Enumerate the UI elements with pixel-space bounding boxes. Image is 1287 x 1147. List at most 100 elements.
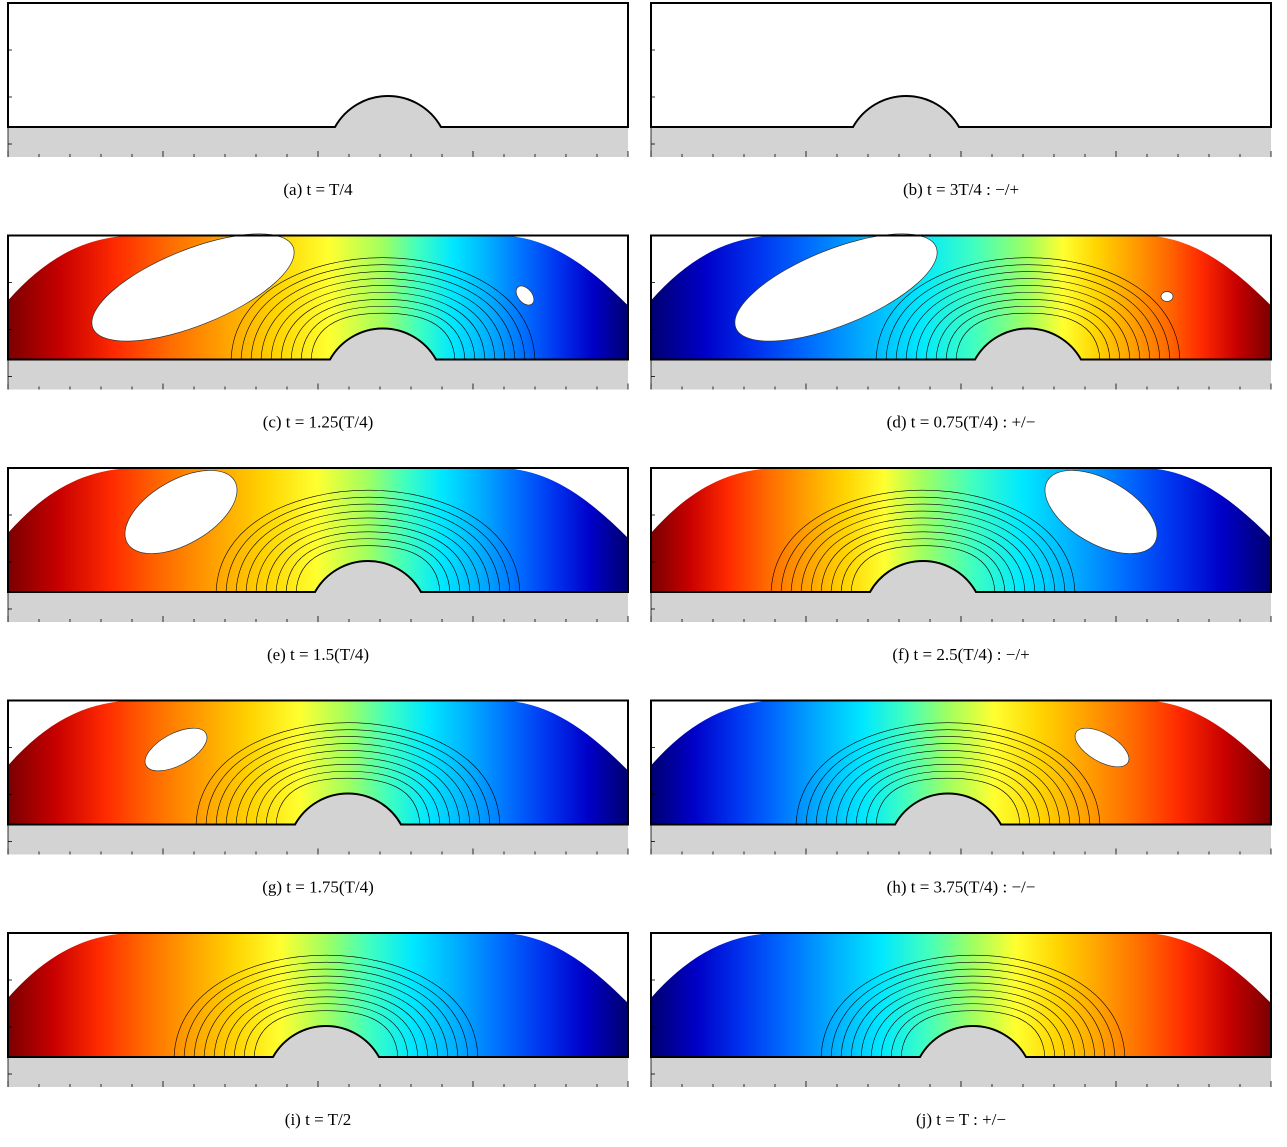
contour-line (850, 975, 1096, 1057)
contour-line (850, 545, 996, 592)
panel: (f) t = 2.5(T/4) : −/+ (650, 467, 1272, 664)
hole (734, 233, 938, 342)
bump (895, 793, 1001, 825)
contour-line (855, 764, 1041, 825)
contour-line (195, 722, 501, 825)
contour-line (275, 531, 461, 592)
domain-boundary (7, 2, 629, 128)
bump (853, 95, 959, 127)
bump (335, 96, 441, 127)
domain-boundary (650, 467, 1272, 593)
caption: (h) t = 3.75(T/4) : −/− (887, 878, 1036, 897)
bump (295, 793, 401, 825)
hole (144, 727, 208, 772)
contour-line (945, 305, 1111, 360)
contour-line (905, 278, 1151, 360)
contour-line (835, 750, 1061, 825)
panel: (j) t = T : +/− (650, 932, 1272, 1129)
domain-boundary (7, 699, 629, 826)
hole (1160, 291, 1174, 302)
contour-line (875, 777, 1021, 825)
contour-line (820, 954, 1126, 1057)
contour-line (233, 996, 419, 1057)
panel: (b) t = 3T/4 : −/+ (650, 2, 1272, 199)
contour-field (651, 235, 1271, 360)
contour-line (280, 292, 486, 360)
contour-line (275, 777, 421, 825)
contour-lines (215, 489, 521, 592)
panel: (g) t = 1.75(T/4) (7, 699, 629, 897)
contour-field (8, 933, 628, 1057)
contour-field (651, 700, 1271, 825)
contour-line (840, 538, 1006, 592)
contour-line (215, 489, 521, 592)
bump (870, 561, 976, 592)
caption: (g) t = 1.75(T/4) (262, 878, 374, 897)
contour-line (915, 285, 1141, 360)
contour-line (235, 750, 461, 825)
caption: (b) t = 3T/4 : −/+ (903, 180, 1019, 199)
contour-line (925, 292, 1131, 360)
contour-line (860, 982, 1086, 1057)
domain-boundary (650, 932, 1272, 1058)
contour-line (245, 510, 491, 592)
domain-boundary (7, 234, 629, 361)
contour-line (310, 312, 456, 360)
contour-field (8, 700, 628, 825)
caption: (i) t = T/2 (285, 1110, 351, 1129)
hole (91, 233, 295, 342)
contour-line (890, 1003, 1056, 1057)
bump (315, 561, 421, 592)
contour-line (795, 722, 1101, 825)
contour-line (290, 299, 476, 360)
contour-line (830, 531, 1016, 592)
contour-line (245, 757, 451, 825)
panel: (i) t = T/2 (7, 932, 629, 1129)
domain-boundary (650, 699, 1272, 826)
bump (920, 1026, 1026, 1057)
contour-line (285, 538, 451, 592)
domain-boundary (7, 932, 629, 1058)
bump (330, 328, 436, 360)
contour-line (770, 489, 1076, 592)
panel: (d) t = 0.75(T/4) : +/− (650, 233, 1272, 432)
panel: (a) t = T/4 (7, 2, 629, 199)
contour-line (880, 996, 1066, 1057)
contour-line (870, 989, 1076, 1057)
contour-line (255, 764, 441, 825)
contour-line (825, 743, 1071, 825)
hole (515, 285, 535, 306)
domain-boundary (7, 467, 629, 593)
contour-line (203, 975, 449, 1057)
contour-line (173, 954, 479, 1057)
domain-boundary (650, 2, 1272, 128)
contour-line (845, 757, 1051, 825)
hole (1074, 727, 1130, 768)
caption: (e) t = 1.5(T/4) (267, 645, 369, 664)
contour-line (225, 743, 471, 825)
contour-line (260, 278, 506, 360)
contour-line (253, 1010, 399, 1057)
contour-line (810, 517, 1036, 592)
contour-line (255, 517, 481, 592)
hole (1044, 470, 1158, 554)
caption: (j) t = T : +/− (916, 1110, 1006, 1129)
caption: (a) t = T/4 (283, 180, 353, 199)
panel: (c) t = 1.25(T/4) (7, 233, 629, 432)
contour-line (230, 257, 536, 360)
contour-line (900, 1010, 1046, 1057)
contour-line (265, 524, 471, 592)
caption: (c) t = 1.25(T/4) (263, 413, 374, 432)
contour-line (300, 305, 466, 360)
contour-field (651, 933, 1271, 1057)
contour-line (800, 510, 1046, 592)
hole (124, 470, 238, 554)
contour-lines (795, 722, 1101, 825)
contour-line (820, 524, 1026, 592)
bump (273, 1026, 379, 1057)
contour-line (265, 770, 431, 825)
contour-line (955, 312, 1101, 360)
contour-line (243, 1003, 409, 1057)
contour-field (8, 468, 628, 592)
